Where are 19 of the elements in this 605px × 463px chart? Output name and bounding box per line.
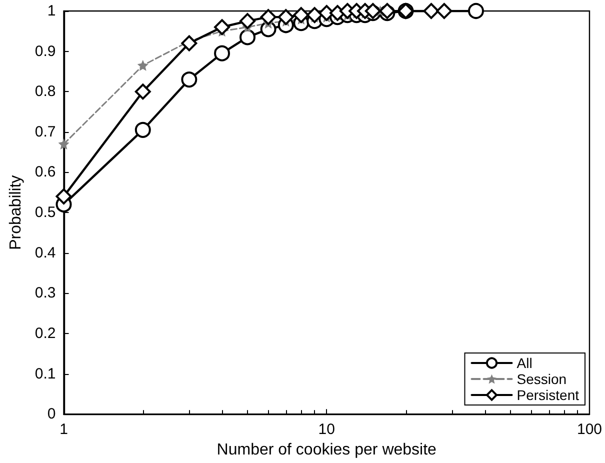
y-tick-label: 0.8 [34,83,56,100]
y-axis-title: Probability [8,175,24,250]
y-tick-label: 1 [47,2,56,20]
y-tick-label: 0.6 [34,164,56,181]
legend-label: Session [516,371,567,387]
legend-label: Persistent [516,387,580,403]
legend-label: All [516,355,532,371]
x-tick-label: 100 [576,421,602,438]
x-axis-title: Number of cookies per website [216,442,437,458]
x-tick-label: 1 [60,421,68,438]
y-tick-label: 0.7 [34,123,56,140]
y-tick-label: 0.3 [34,284,56,302]
y-tick-label: 0.1 [34,365,56,382]
x-tick-label: 10 [318,421,335,438]
y-tick-label: 0.2 [34,324,56,342]
y-tick-label: 0 [47,406,56,423]
y-tick-label: 0.4 [34,244,56,262]
y-tick-label: 0.9 [34,42,56,60]
y-tick-label: 0.5 [34,204,56,222]
